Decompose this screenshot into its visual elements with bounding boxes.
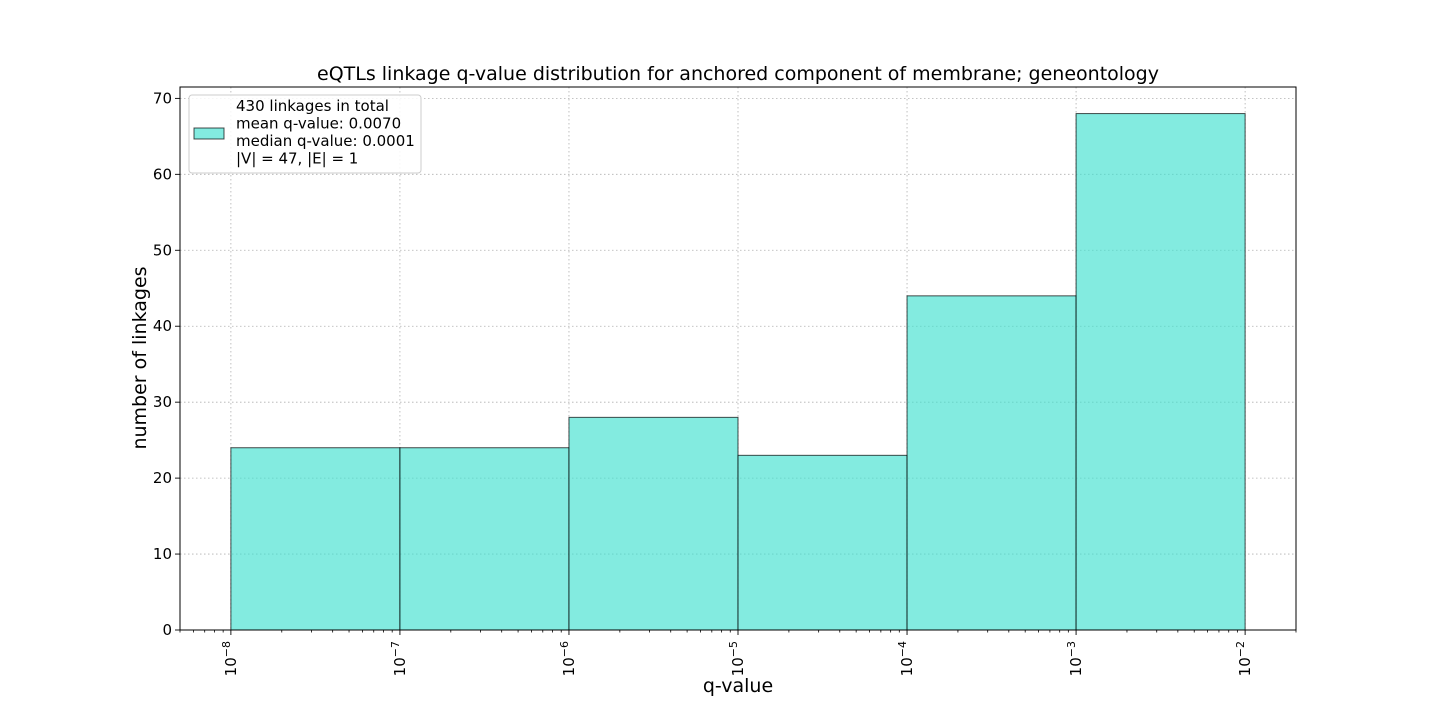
- x-tick-label-exponent: −5: [727, 641, 740, 657]
- histogram-bar: [399, 447, 570, 631]
- x-tick-label: 10−6: [558, 641, 578, 676]
- x-tick-label: 10−8: [220, 641, 240, 676]
- x-tick-label-base: 10: [898, 657, 916, 676]
- y-tick-label: 60: [153, 165, 172, 183]
- y-tick-label: 40: [153, 317, 172, 335]
- x-axis-label: q-value: [703, 675, 773, 697]
- histogram-bars: [230, 113, 1246, 631]
- y-tick-label: 30: [153, 393, 172, 411]
- x-tick-label-exponent: −8: [220, 641, 233, 657]
- x-tick-label-exponent: −4: [896, 641, 909, 657]
- legend-line: mean q-value: 0.0070: [236, 115, 401, 133]
- chart-title: eQTLs linkage q-value distribution for a…: [317, 63, 1159, 85]
- legend-line: median q-value: 0.0001: [236, 132, 415, 150]
- x-tick-label-base: 10: [729, 657, 747, 676]
- histogram-bar: [568, 416, 739, 631]
- legend-box: [188, 94, 422, 174]
- x-tick-label-exponent: −2: [1234, 641, 1247, 657]
- y-tick-label: 70: [153, 89, 172, 107]
- x-tick-label-base: 10: [560, 657, 578, 676]
- histogram-bar: [737, 454, 908, 631]
- histogram-bar: [1075, 113, 1246, 631]
- x-tick-label: 10−3: [1065, 641, 1085, 676]
- x-tick-label-base: 10: [1236, 657, 1254, 676]
- legend-line: 430 linkages in total: [236, 97, 389, 115]
- histogram-bar: [906, 295, 1077, 631]
- y-axis-label: number of linkages: [129, 266, 151, 449]
- x-tick-label-base: 10: [222, 657, 240, 676]
- x-tick-label-exponent: −7: [389, 641, 402, 657]
- x-tick-label: 10−2: [1234, 641, 1254, 676]
- y-tick-label: 20: [153, 469, 172, 487]
- x-tick-label-base: 10: [1067, 657, 1085, 676]
- x-tick-label-exponent: −3: [1065, 641, 1078, 657]
- x-tick-label-base: 10: [391, 657, 409, 676]
- x-tick-label: 10−5: [727, 641, 747, 676]
- y-tick-label: 50: [153, 241, 172, 259]
- histogram-bar: [230, 447, 401, 631]
- axes: [175, 86, 1297, 635]
- x-tick-label: 10−4: [896, 641, 916, 676]
- x-tick-label: 10−7: [389, 641, 409, 676]
- tick-labels: 10−810−710−610−510−410−310−2010203040506…: [153, 89, 1254, 676]
- y-tick-label: 10: [153, 545, 172, 563]
- x-tick-label-exponent: −6: [558, 641, 571, 657]
- y-tick-label: 0: [162, 621, 172, 639]
- legend-line: |V| = 47, |E| = 1: [236, 150, 358, 168]
- legend-swatch: [193, 127, 225, 140]
